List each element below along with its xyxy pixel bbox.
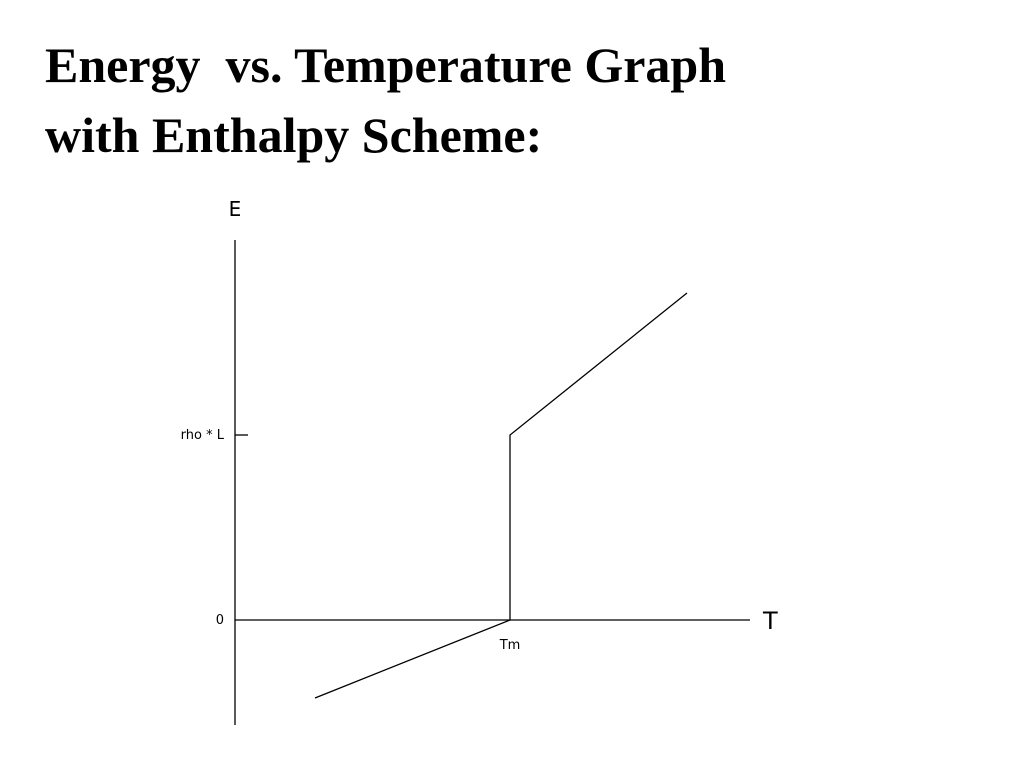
y-axis-label: E <box>229 197 242 221</box>
x-tick-label: Tm <box>499 638 521 653</box>
title-line: Energy vs. Temperature Graph <box>45 37 726 93</box>
x-axis-label: T <box>762 607 778 635</box>
y-tick-label: rho * L <box>181 428 225 443</box>
title-line: with Enthalpy Scheme: <box>45 107 542 163</box>
enthalpy-curve <box>314 292 688 699</box>
y-tick-label: 0 <box>216 613 224 628</box>
